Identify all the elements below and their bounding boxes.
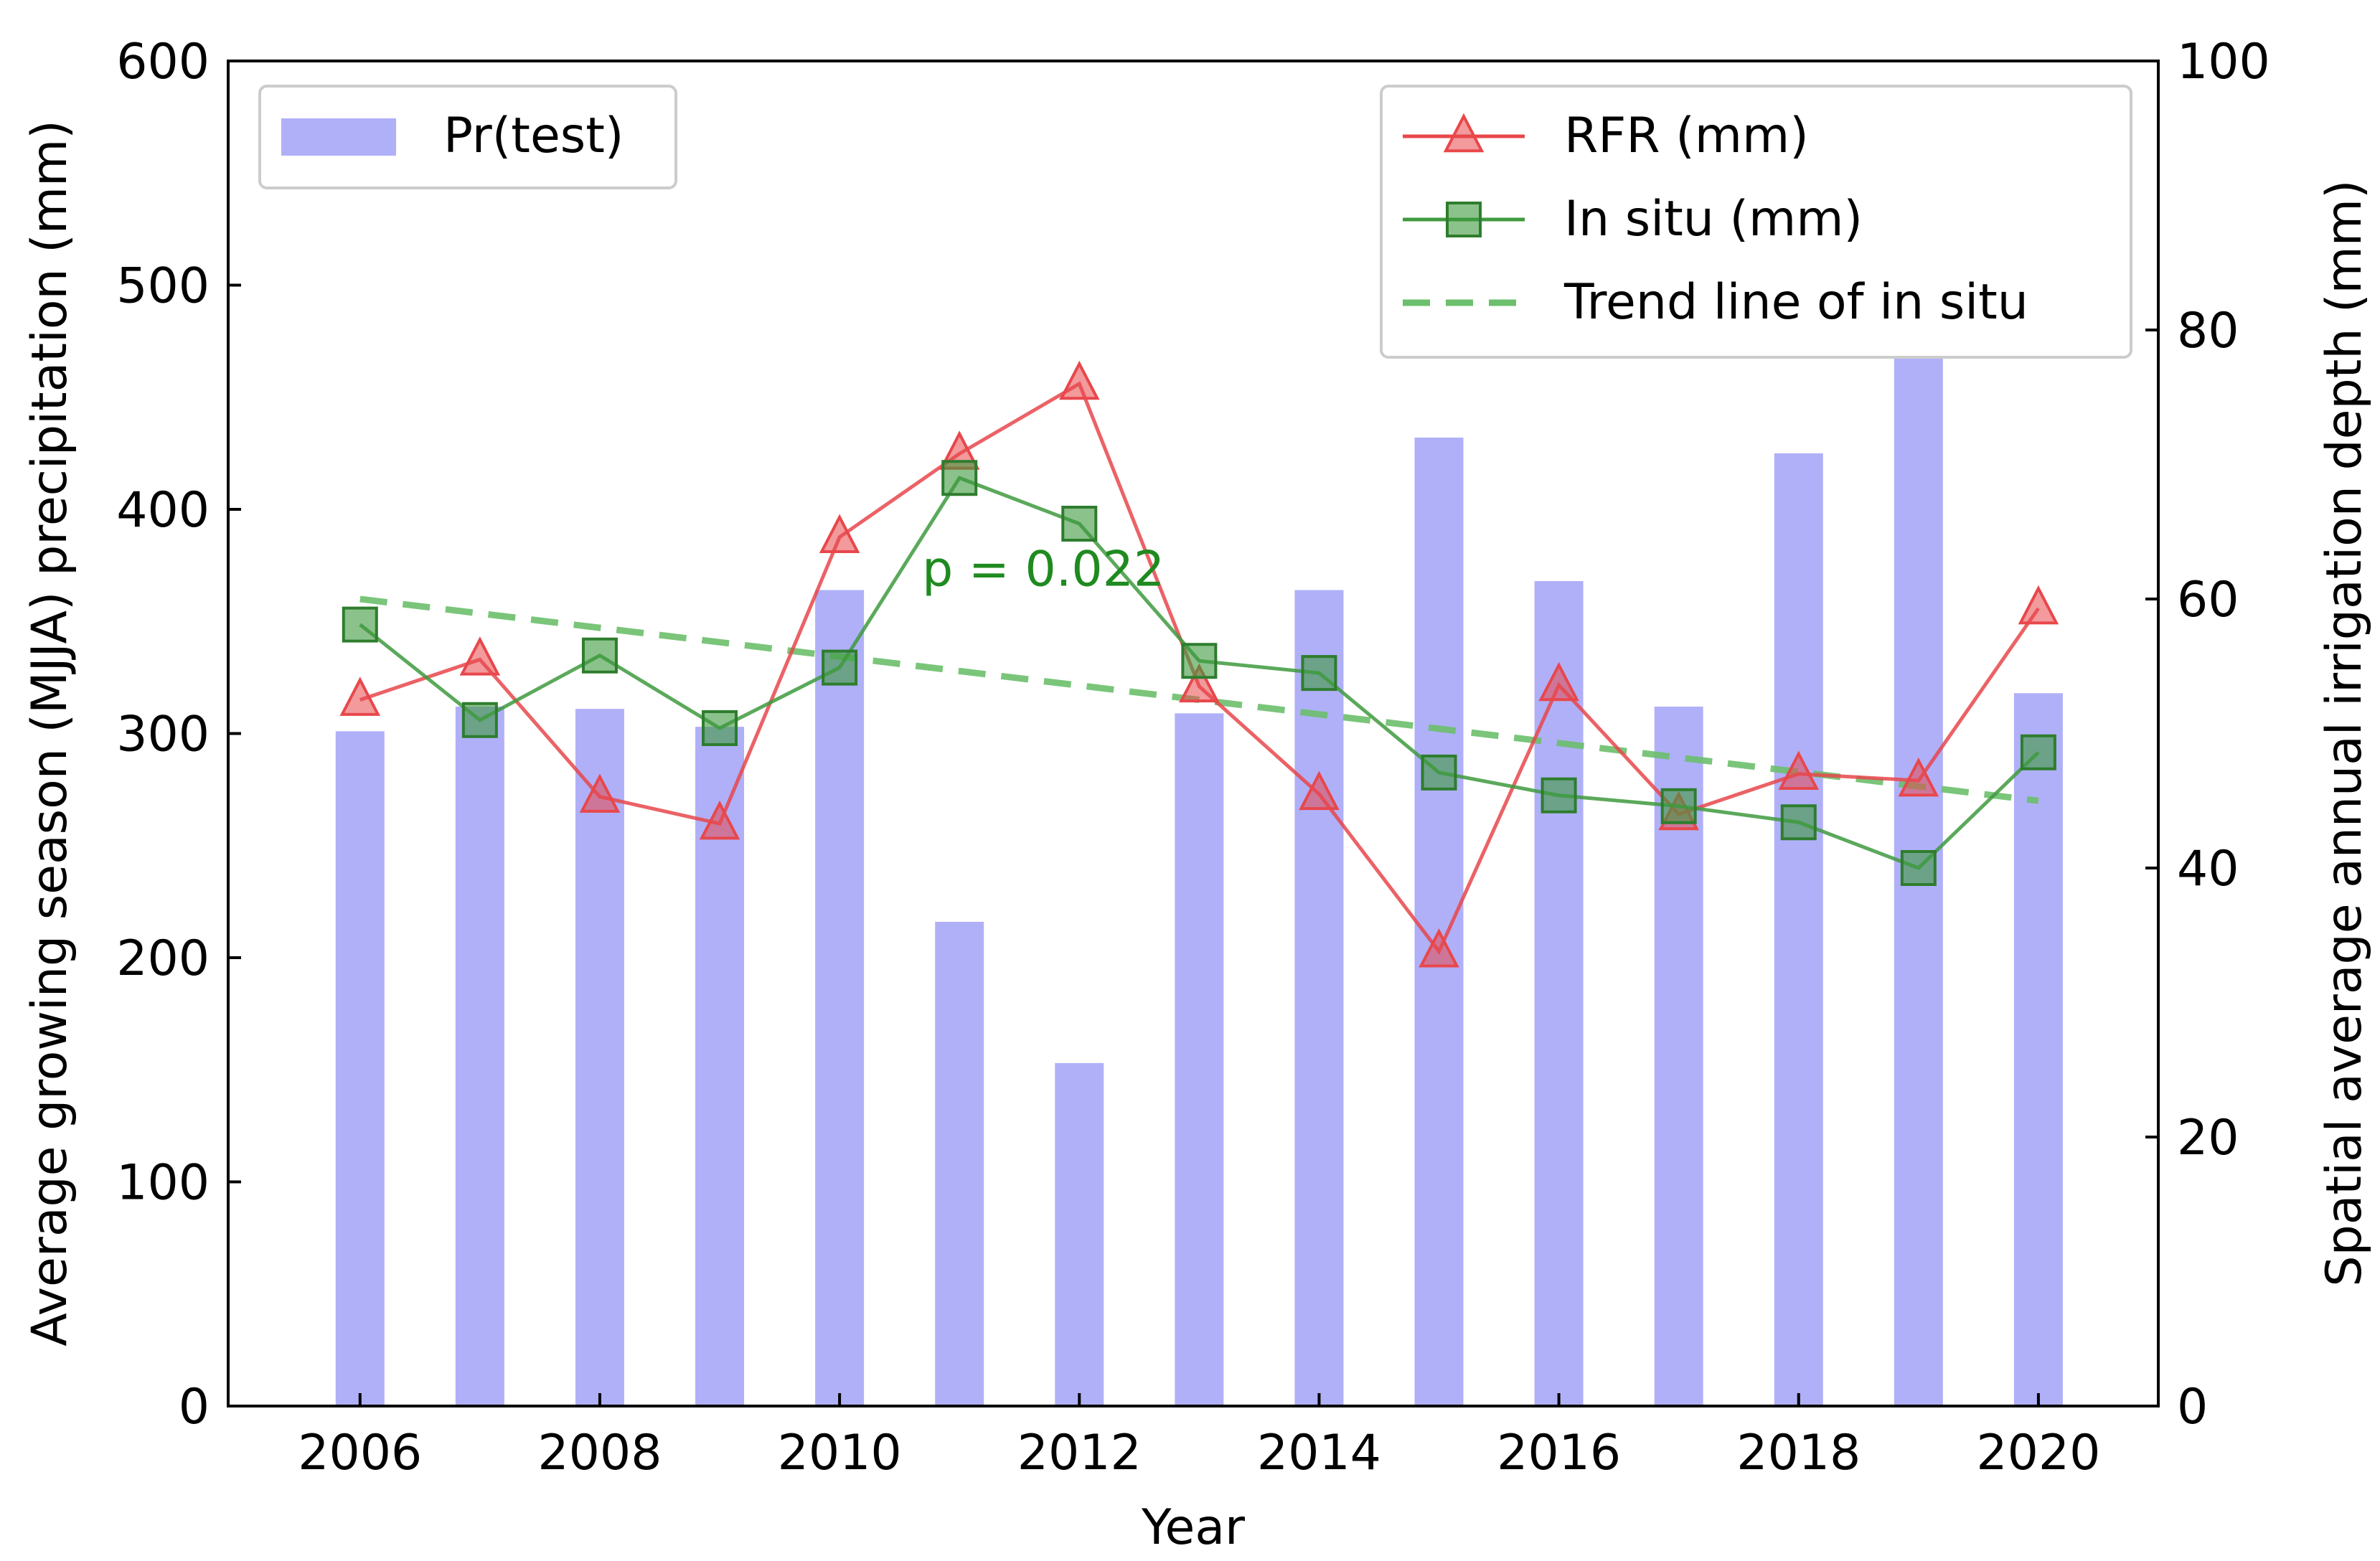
bar-pr-2020	[2013, 693, 2063, 1406]
point-rfr-2006	[339, 676, 381, 716]
p-value-annotation: p = 0.022	[922, 541, 1165, 598]
left-tick-label-500: 500	[116, 258, 210, 315]
bar-pr-2018	[1774, 453, 1823, 1406]
point-in-situ-2006	[342, 606, 378, 643]
ticks-layer: 0 100 200 300 400 500 600 0 20 40 60 80 100 2006 2008 2…	[116, 34, 2270, 1481]
x-tick-label-2006: 2006	[298, 1425, 422, 1481]
right-tick-label-0: 0	[2177, 1379, 2208, 1435]
bar-pr-2014	[1294, 590, 1344, 1406]
point-in-situ-2008	[581, 637, 618, 674]
bar-pr-2007	[455, 707, 504, 1406]
point-rfr-2013	[1179, 663, 1220, 703]
x-tick-label-2010: 2010	[778, 1425, 902, 1481]
point-rfr-2014	[1299, 770, 1340, 811]
legend-insitu-marker	[1446, 202, 1482, 237]
bar-pr-2010	[815, 590, 865, 1406]
bar-pr-2011	[935, 922, 984, 1406]
legend-bar-label: Pr(test)	[443, 108, 624, 164]
legend-rfr-entry	[1403, 113, 1525, 153]
x-tick-label-2014: 2014	[1257, 1425, 1381, 1481]
left-tick-label-600: 600	[116, 34, 210, 90]
legend-left-frame	[258, 85, 677, 189]
point-rfr-2018	[1778, 750, 1820, 790]
bar-pr-2015	[1414, 438, 1464, 1406]
legend-left: Pr(test)	[258, 85, 677, 189]
left-tick-label-400: 400	[116, 482, 210, 539]
x-axis-label: Year	[1141, 1499, 1245, 1556]
lines-layer	[339, 360, 2059, 968]
left-tick-label-300: 300	[116, 707, 210, 763]
point-rfr-2012	[1058, 360, 1100, 400]
point-in-situ-2010	[822, 649, 858, 686]
point-rfr-2016	[1538, 661, 1579, 702]
legend-right: RFR (mm) In situ (mm) Trend line of in s…	[1380, 85, 2132, 359]
left-tick-label-200: 200	[116, 930, 210, 987]
point-in-situ-2016	[1541, 777, 1577, 813]
x-tick-label-2016: 2016	[1497, 1425, 1621, 1481]
left-tick-label-100: 100	[116, 1155, 210, 1212]
legend-insitu-label: In situ (mm)	[1564, 191, 1863, 247]
point-rfr-2019	[1898, 757, 1939, 797]
bar-pr-2009	[695, 727, 745, 1406]
bar-pr-2006	[335, 731, 385, 1406]
x-tick-label-2020: 2020	[1976, 1425, 2100, 1481]
bar-pr-2008	[575, 709, 624, 1406]
legend-trend-label: Trend line of in situ	[1563, 274, 2028, 331]
point-in-situ-2017	[1660, 788, 1697, 824]
bar-pr-2013	[1175, 713, 1224, 1406]
point-in-situ-2018	[1780, 804, 1817, 841]
point-in-situ-2007	[461, 702, 498, 738]
point-rfr-2009	[699, 800, 740, 840]
point-in-situ-2014	[1301, 655, 1337, 692]
legend-rfr-marker	[1443, 113, 1485, 153]
point-rfr-2008	[579, 773, 621, 813]
point-in-situ-2015	[1421, 754, 1457, 791]
point-rfr-2015	[1419, 928, 1459, 968]
right-tick-label-40: 40	[2177, 841, 2239, 897]
right-tick-label-20: 20	[2177, 1110, 2239, 1166]
point-in-situ-2011	[941, 460, 978, 496]
y-axis-left-label: Average growing season (MJJA) precipitat…	[22, 120, 78, 1346]
legend-rfr-label: RFR (mm)	[1564, 108, 1809, 164]
bars-layer	[335, 339, 2063, 1406]
right-tick-label-100: 100	[2177, 34, 2270, 90]
point-rfr-2020	[2018, 585, 2059, 625]
x-tick-label-2008: 2008	[537, 1425, 662, 1481]
point-in-situ-2009	[702, 710, 738, 746]
point-rfr-2010	[819, 514, 860, 553]
y-axis-right-label: Spatial average annual irrigation depth …	[2316, 179, 2373, 1286]
point-rfr-2007	[459, 636, 501, 676]
annotation-layer: p = 0.022	[922, 541, 1165, 598]
legend-insitu-entry	[1403, 202, 1525, 237]
x-tick-label-2012: 2012	[1017, 1425, 1142, 1481]
right-tick-label-80: 80	[2177, 303, 2239, 359]
point-in-situ-2012	[1061, 506, 1098, 542]
point-in-situ-2013	[1181, 643, 1218, 679]
legend-bar-swatch	[281, 118, 396, 156]
point-in-situ-2020	[2020, 734, 2056, 770]
right-tick-label-60: 60	[2177, 572, 2239, 628]
legend-right-frame	[1380, 85, 2132, 359]
x-tick-label-2018: 2018	[1736, 1425, 1861, 1481]
left-tick-label-0: 0	[179, 1379, 210, 1435]
bar-pr-2012	[1055, 1062, 1104, 1406]
point-in-situ-2019	[1900, 850, 1937, 886]
